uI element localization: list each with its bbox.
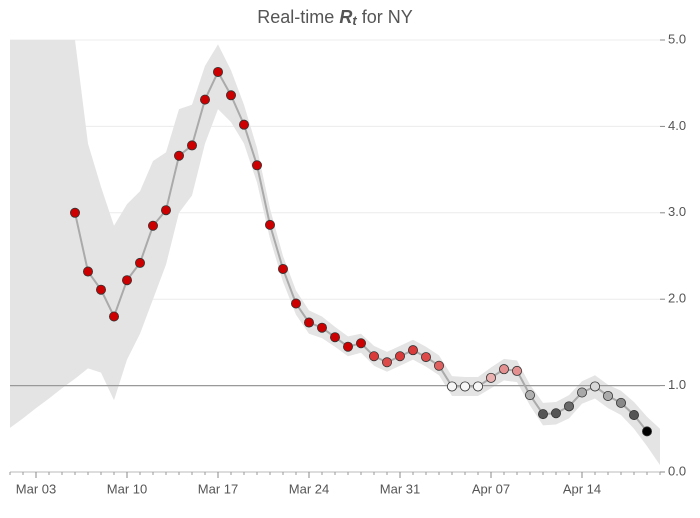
x-tick-label: Mar 03 (16, 481, 56, 496)
y-tick-label: 2.0 (668, 291, 686, 306)
y-tick-label: 1.0 (668, 377, 686, 392)
rt-point (290, 298, 301, 309)
rt-point (538, 409, 549, 420)
rt-point (199, 94, 210, 105)
rt-point (642, 426, 653, 437)
rt-point (277, 263, 288, 274)
rt-point (485, 372, 496, 383)
rt-point (264, 219, 275, 230)
rt-point (551, 408, 562, 419)
rt-point (420, 352, 431, 363)
rt-point (446, 381, 457, 392)
title-symbol: R (339, 7, 352, 27)
rt-point (70, 207, 81, 218)
title-suffix: for NY (362, 7, 413, 27)
x-tick-label: Mar 31 (380, 481, 420, 496)
rt-point (603, 390, 614, 401)
rt-point (407, 345, 418, 356)
rt-point (303, 317, 314, 328)
rt-point (394, 351, 405, 362)
x-tick-label: Apr 07 (472, 481, 510, 496)
rt-point (238, 119, 249, 130)
x-tick-label: Mar 17 (198, 481, 238, 496)
rt-point (173, 150, 184, 161)
rt-point (212, 66, 223, 77)
rt-point (147, 220, 158, 231)
x-tick-label: Mar 24 (289, 481, 329, 496)
rt-point (186, 140, 197, 151)
rt-point (629, 409, 640, 420)
confidence-band (10, 40, 660, 466)
rt-point (616, 397, 627, 408)
rt-point (472, 381, 483, 392)
rt-point (109, 311, 120, 322)
title-subscript: t (352, 13, 357, 28)
rt-point (96, 284, 107, 295)
rt-point (512, 365, 523, 376)
rt-point (525, 390, 536, 401)
y-tick-label: 3.0 (668, 204, 686, 219)
rt-point (459, 381, 470, 392)
chart-title: Real-time Rt for NY (257, 7, 412, 29)
rt-point (498, 364, 509, 375)
y-tick-label: 4.0 (668, 118, 686, 133)
x-tick-label: Apr 14 (563, 481, 601, 496)
rt-point (355, 338, 366, 349)
y-tick-label: 5.0 (668, 31, 686, 46)
rt-point (577, 387, 588, 398)
rt-point (342, 341, 353, 352)
rt-point (122, 275, 133, 286)
rt-point (368, 351, 379, 362)
title-prefix: Real-time (257, 7, 334, 27)
rt-point (329, 332, 340, 343)
rt-point (381, 357, 392, 368)
rt-point (564, 401, 575, 412)
rt-point (134, 257, 145, 268)
rt-point (316, 322, 327, 333)
rt-point (83, 266, 94, 277)
rt-point (251, 160, 262, 171)
rt-point (160, 205, 171, 216)
x-tick-label: Mar 10 (107, 481, 147, 496)
rt-point (590, 381, 601, 392)
rt-point (225, 90, 236, 101)
rt-point (433, 360, 444, 371)
y-tick-label: 0.0 (668, 463, 686, 478)
